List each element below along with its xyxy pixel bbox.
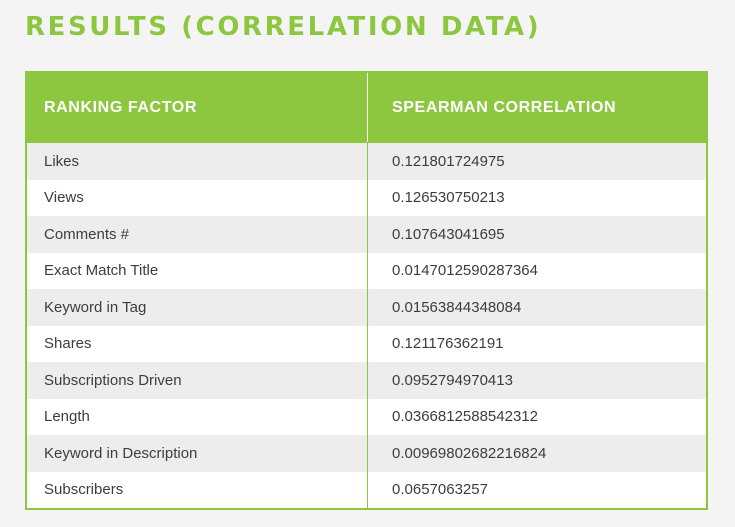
table-row: Keyword in Tag 0.01563844348084 (27, 289, 706, 326)
table-row: Views 0.126530750213 (27, 179, 706, 216)
factor-cell: Subscriptions Driven (27, 362, 368, 399)
page-title: RESULTS (CORRELATION DATA) (25, 12, 542, 42)
table-header-row: RANKING FACTOR SPEARMAN CORRELATION (27, 73, 706, 143)
value-cell: 0.01563844348084 (392, 298, 522, 316)
table-row: Subscribers 0.0657063257 (27, 471, 706, 508)
value-cell: 0.126530750213 (392, 189, 505, 207)
value-cell: 0.121801724975 (392, 152, 505, 170)
factor-cell: Exact Match Title (27, 252, 368, 289)
factor-cell: Length (27, 398, 368, 435)
value-cell: 0.0657063257 (392, 481, 488, 499)
header-spearman-correlation: SPEARMAN CORRELATION (392, 98, 617, 116)
factor-cell: Keyword in Description (27, 435, 368, 472)
table-row: Shares 0.121176362191 (27, 325, 706, 362)
factor-cell: Likes (27, 143, 368, 180)
table-row: Length 0.0366812588542312 (27, 398, 706, 435)
value-cell: 0.00969802682216824 (392, 444, 547, 462)
header-ranking-factor: RANKING FACTOR (27, 73, 368, 142)
factor-cell: Views (27, 179, 368, 216)
value-cell: 0.121176362191 (392, 335, 504, 353)
value-cell: 0.0366812588542312 (392, 408, 538, 426)
value-cell: 0.0147012590287364 (392, 262, 538, 280)
factor-cell: Subscribers (27, 471, 368, 508)
table-row: Keyword in Description 0.009698026822168… (27, 435, 706, 472)
correlation-table: RANKING FACTOR SPEARMAN CORRELATION Like… (25, 71, 708, 510)
factor-cell: Keyword in Tag (27, 289, 368, 326)
table-row: Subscriptions Driven 0.0952794970413 (27, 362, 706, 399)
factor-cell: Comments # (27, 216, 368, 253)
table-row: Comments # 0.107643041695 (27, 216, 706, 253)
factor-cell: Shares (27, 325, 368, 362)
value-cell: 0.0952794970413 (392, 371, 513, 389)
table-row: Exact Match Title 0.0147012590287364 (27, 252, 706, 289)
table-row: Likes 0.121801724975 (27, 143, 706, 180)
value-cell: 0.107643041695 (392, 225, 505, 243)
